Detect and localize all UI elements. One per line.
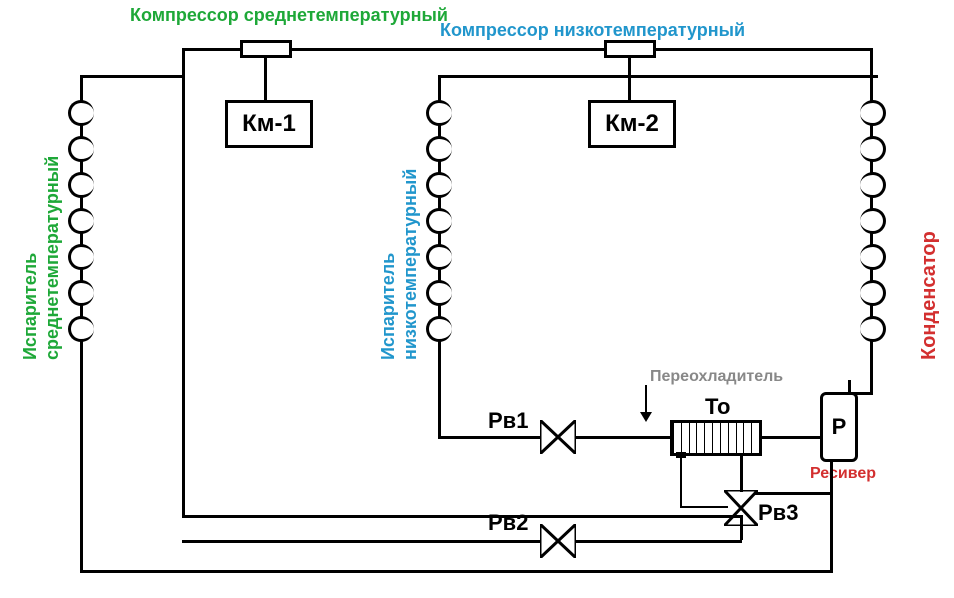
pipe [438,231,441,247]
km2-box: Км-2 [588,100,676,148]
pipe [182,515,742,518]
pipe [438,339,441,439]
coil-arc [860,208,886,234]
valve-rv2-icon [540,524,576,558]
pipe [740,515,743,540]
pipe [438,159,441,175]
label-evap-low-2: низкотемпературный [400,90,421,360]
compressor-top-block-2 [604,40,656,58]
text-evap-medium-1: Испаритель [20,253,40,360]
text-rv1: Рв1 [488,408,528,433]
coil-arc [860,136,886,162]
text-evap-low-1: Испаритель [378,253,398,360]
pipe [870,48,873,78]
valve-rv1-icon [540,420,576,454]
text-p: Р [832,414,847,440]
text-condenser: Конденсатор [918,231,940,360]
receiver-box: Р [820,392,858,462]
label-compressor-low: Компрессор низкотемпературный [440,20,745,41]
pipe [80,339,83,572]
pipe [740,456,743,492]
pipe [438,303,441,319]
pipe [870,303,873,319]
pointer-arrow-icon [640,412,652,422]
pipe [762,436,822,439]
pipe [438,75,441,103]
pipe [80,123,83,139]
pipe [870,231,873,247]
km1-box: Км-1 [225,100,313,148]
text-subcooler: Переохладитель [650,368,783,385]
text-evap-low-2: низкотемпературный [400,169,420,360]
pipe [870,75,873,103]
pipe [80,195,83,211]
label-subcooler: Переохладитель [650,368,783,386]
label-condenser: Конденсатор [918,130,941,360]
label-evap-medium-1: Испаритель [20,130,41,360]
pipe [870,123,873,139]
pipe [80,75,83,103]
coil-arc [860,100,886,126]
text-receiver: Ресивер [810,465,876,482]
label-to: То [705,394,731,420]
pipe [870,339,873,394]
pipe [870,195,873,211]
sensor-line [680,456,682,506]
pipe [438,195,441,211]
pipe [848,392,873,395]
label-receiver: Ресивер [810,465,876,483]
pipe [628,58,631,100]
pipe [80,303,83,319]
pipe [80,267,83,283]
text-compressor-low: Компрессор низкотемпературный [440,20,745,40]
pipe [438,75,878,78]
refrigeration-diagram: Компрессор среднетемпературный Компрессо… [0,0,954,598]
text-km2: Км-2 [605,110,659,138]
compressor-top-block-1 [240,40,292,58]
sensor-line [680,506,728,508]
pipe [438,267,441,283]
pipe [830,492,833,573]
label-evap-medium-2: среднетемпературный [42,90,63,360]
pipe [870,267,873,283]
coil-arc [860,244,886,270]
label-evap-low-1: Испаритель [378,130,399,360]
subcooler-box [670,420,762,456]
pipe [80,231,83,247]
pipe [80,75,185,78]
pipe [438,123,441,139]
label-compressor-medium: Компрессор среднетемпературный [130,5,360,26]
pipe [182,540,742,543]
pipe [80,159,83,175]
text-compressor-medium: Компрессор среднетемпературный [130,5,448,25]
text-evap-medium-2: среднетемпературный [42,156,62,360]
subcooler-fins [673,423,759,453]
text-km1: Км-1 [242,110,296,138]
pipe [264,58,267,100]
coil-arc [860,280,886,306]
pipe [870,159,873,175]
coil-arc [860,316,886,342]
pointer-line [645,385,647,415]
pipe [182,48,185,518]
label-rv2: Рв2 [488,510,528,536]
label-rv3: Рв3 [758,500,798,526]
pipe [848,380,851,395]
coil-arc [860,172,886,198]
text-rv2: Рв2 [488,510,528,535]
sensor-bulb [676,452,686,458]
pipe [830,462,833,494]
text-rv3: Рв3 [758,500,798,525]
text-to: То [705,394,731,419]
label-rv1: Рв1 [488,408,528,434]
pipe [80,570,833,573]
